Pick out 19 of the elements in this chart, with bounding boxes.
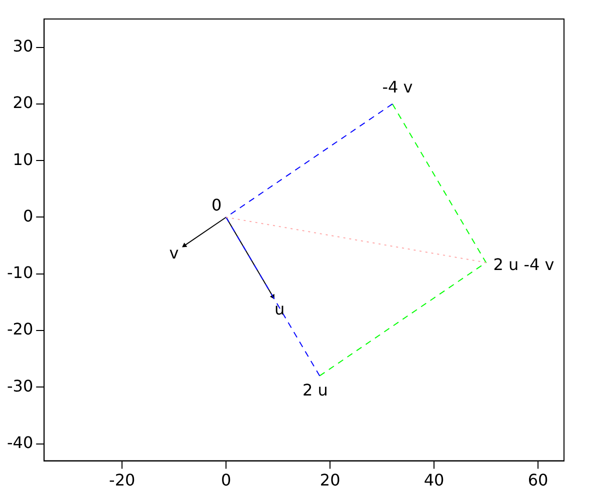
y-tick-label: -20: [6, 320, 34, 339]
y-tick-label: -40: [6, 432, 34, 452]
annotation: -4 v: [382, 78, 413, 97]
annotation: v: [169, 244, 179, 263]
x-tick-label: 0: [220, 470, 232, 490]
annotation: 2 u -4 v: [493, 254, 554, 274]
annotation: 0: [211, 195, 222, 214]
y-tick-label: 10: [12, 150, 34, 169]
y-tick-label: 0: [22, 206, 34, 226]
annotation: 2 u: [302, 380, 328, 400]
x-tick-label: 20: [320, 470, 340, 490]
x-tick-label: 60: [528, 470, 548, 490]
y-tick-label: -30: [6, 376, 34, 396]
y-tick-label: 30: [12, 36, 34, 56]
y-tick-label: -10: [6, 263, 34, 282]
annotation: u: [274, 299, 285, 318]
x-tick-label: -20: [109, 470, 136, 490]
y-tick-label: 20: [12, 93, 34, 112]
x-tick-label: 40: [424, 470, 444, 490]
